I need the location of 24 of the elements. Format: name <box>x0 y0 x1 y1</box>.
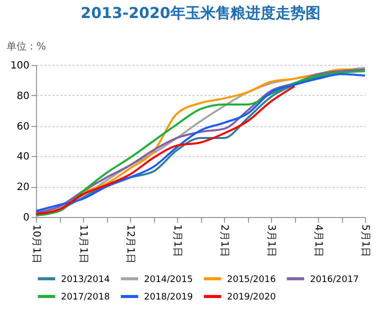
x-tick-label: 11月1日 <box>78 224 88 264</box>
y-tick-label: 0 <box>23 212 30 224</box>
y-tick-label: 20 <box>16 182 30 194</box>
legend-label: 2014/2015 <box>144 274 193 285</box>
x-tick-label: 10月1日 <box>30 224 42 264</box>
legend-label: 2013/2014 <box>61 274 110 285</box>
chart-title: 2013-2020年玉米售粮进度走势图 <box>80 4 320 22</box>
y-axis-title: 单位：% <box>6 40 46 52</box>
y-tick-label: 100 <box>10 60 30 72</box>
legend-label: 2017/2018 <box>61 292 110 302</box>
y-tick-label: 40 <box>16 152 30 163</box>
line-series <box>35 85 296 215</box>
legend-label: 2019/2020 <box>227 292 276 302</box>
y-tick-label: 80 <box>16 90 30 102</box>
legend-label: 2016/2017 <box>310 274 359 285</box>
x-tick-label: 1月1日 <box>172 224 182 258</box>
x-tick-label: 2月1日 <box>218 224 230 258</box>
x-tick-label: 4月1日 <box>312 224 324 258</box>
legend-label: 2015/2016 <box>227 274 276 285</box>
legend-label: 2018/2019 <box>144 292 194 302</box>
x-tick-label: 3月1日 <box>266 224 276 258</box>
y-tick-label: 60 <box>16 121 30 132</box>
x-tick-label: 5月1日 <box>360 224 370 258</box>
x-tick-label: 12月1日 <box>124 224 136 264</box>
